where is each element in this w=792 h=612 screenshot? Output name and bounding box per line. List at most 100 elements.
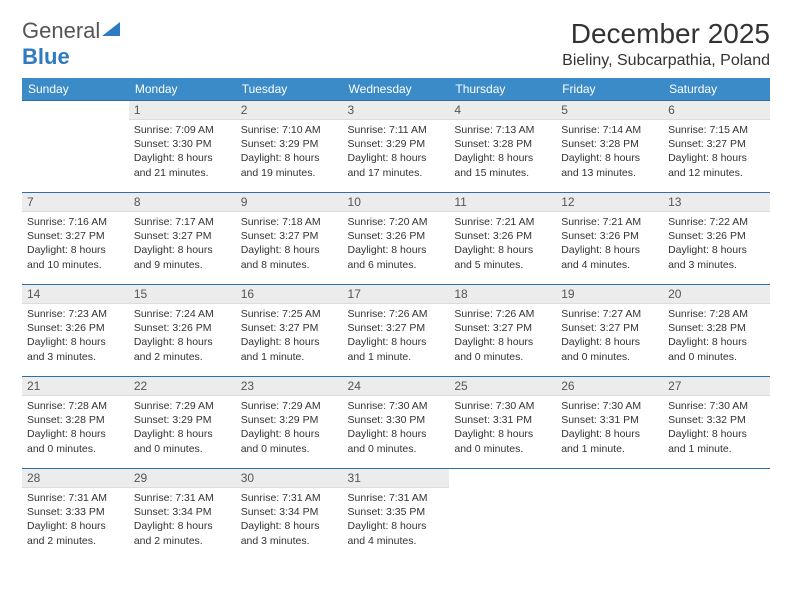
day-number: 2 (236, 101, 343, 120)
calendar-cell: 2Sunrise: 7:10 AMSunset: 3:29 PMDaylight… (236, 101, 343, 193)
logo-sail-icon (102, 18, 124, 43)
sunrise-text: Sunrise: 7:29 AM (134, 399, 231, 413)
calendar-week: 7Sunrise: 7:16 AMSunset: 3:27 PMDaylight… (22, 193, 770, 285)
day-number: 26 (556, 377, 663, 396)
day-body: Sunrise: 7:18 AMSunset: 3:27 PMDaylight:… (236, 212, 343, 276)
day-body: Sunrise: 7:25 AMSunset: 3:27 PMDaylight:… (236, 304, 343, 368)
daylight-text: and 2 minutes. (27, 534, 124, 548)
day-number: 8 (129, 193, 236, 212)
sunrise-text: Sunrise: 7:29 AM (241, 399, 338, 413)
sunrise-text: Sunrise: 7:28 AM (27, 399, 124, 413)
daylight-text: Daylight: 8 hours (454, 335, 551, 349)
calendar-cell: 13Sunrise: 7:22 AMSunset: 3:26 PMDayligh… (663, 193, 770, 285)
sunset-text: Sunset: 3:27 PM (134, 229, 231, 243)
daylight-text: Daylight: 8 hours (668, 243, 765, 257)
daylight-text: Daylight: 8 hours (561, 335, 658, 349)
calendar-cell: 16Sunrise: 7:25 AMSunset: 3:27 PMDayligh… (236, 285, 343, 377)
day-number: 15 (129, 285, 236, 304)
day-body: Sunrise: 7:30 AMSunset: 3:31 PMDaylight:… (449, 396, 556, 460)
logo-general: General (22, 18, 100, 43)
day-number: 14 (22, 285, 129, 304)
calendar-cell: 21Sunrise: 7:28 AMSunset: 3:28 PMDayligh… (22, 377, 129, 469)
sunset-text: Sunset: 3:27 PM (241, 321, 338, 335)
daylight-text: Daylight: 8 hours (134, 151, 231, 165)
daylight-text: Daylight: 8 hours (668, 335, 765, 349)
calendar-cell: 22Sunrise: 7:29 AMSunset: 3:29 PMDayligh… (129, 377, 236, 469)
daylight-text: and 15 minutes. (454, 166, 551, 180)
sunrise-text: Sunrise: 7:22 AM (668, 215, 765, 229)
sunset-text: Sunset: 3:29 PM (134, 413, 231, 427)
day-number: 11 (449, 193, 556, 212)
daylight-text: Daylight: 8 hours (454, 243, 551, 257)
daylight-text: and 0 minutes. (454, 442, 551, 456)
sunrise-text: Sunrise: 7:31 AM (241, 491, 338, 505)
calendar-cell: 14Sunrise: 7:23 AMSunset: 3:26 PMDayligh… (22, 285, 129, 377)
weekday-row: SundayMondayTuesdayWednesdayThursdayFrid… (22, 78, 770, 101)
day-number: 3 (343, 101, 450, 120)
calendar-week: 21Sunrise: 7:28 AMSunset: 3:28 PMDayligh… (22, 377, 770, 469)
calendar-head: SundayMondayTuesdayWednesdayThursdayFrid… (22, 78, 770, 101)
sunset-text: Sunset: 3:27 PM (27, 229, 124, 243)
daylight-text: and 3 minutes. (668, 258, 765, 272)
sunrise-text: Sunrise: 7:10 AM (241, 123, 338, 137)
daylight-text: Daylight: 8 hours (241, 335, 338, 349)
weekday-header: Monday (129, 78, 236, 101)
daylight-text: Daylight: 8 hours (134, 243, 231, 257)
sunrise-text: Sunrise: 7:18 AM (241, 215, 338, 229)
daylight-text: and 0 minutes. (27, 442, 124, 456)
day-number: 23 (236, 377, 343, 396)
sunset-text: Sunset: 3:26 PM (454, 229, 551, 243)
daylight-text: Daylight: 8 hours (27, 427, 124, 441)
day-body: Sunrise: 7:28 AMSunset: 3:28 PMDaylight:… (663, 304, 770, 368)
calendar-cell (556, 469, 663, 561)
day-number: 21 (22, 377, 129, 396)
day-number: 20 (663, 285, 770, 304)
daylight-text: and 2 minutes. (134, 350, 231, 364)
sunrise-text: Sunrise: 7:30 AM (561, 399, 658, 413)
day-body: Sunrise: 7:30 AMSunset: 3:30 PMDaylight:… (343, 396, 450, 460)
sunset-text: Sunset: 3:30 PM (348, 413, 445, 427)
daylight-text: and 0 minutes. (134, 442, 231, 456)
sunrise-text: Sunrise: 7:23 AM (27, 307, 124, 321)
day-number: 19 (556, 285, 663, 304)
weekday-header: Tuesday (236, 78, 343, 101)
daylight-text: and 5 minutes. (454, 258, 551, 272)
daylight-text: and 0 minutes. (561, 350, 658, 364)
daylight-text: and 19 minutes. (241, 166, 338, 180)
weekday-header: Thursday (449, 78, 556, 101)
day-number: 31 (343, 469, 450, 488)
day-body: Sunrise: 7:21 AMSunset: 3:26 PMDaylight:… (556, 212, 663, 276)
daylight-text: Daylight: 8 hours (134, 335, 231, 349)
day-body: Sunrise: 7:28 AMSunset: 3:28 PMDaylight:… (22, 396, 129, 460)
daylight-text: Daylight: 8 hours (561, 243, 658, 257)
weekday-header: Sunday (22, 78, 129, 101)
day-number: 7 (22, 193, 129, 212)
sunset-text: Sunset: 3:31 PM (454, 413, 551, 427)
sunrise-text: Sunrise: 7:15 AM (668, 123, 765, 137)
daylight-text: and 9 minutes. (134, 258, 231, 272)
daylight-text: Daylight: 8 hours (668, 151, 765, 165)
sunset-text: Sunset: 3:30 PM (134, 137, 231, 151)
daylight-text: and 1 minute. (668, 442, 765, 456)
weekday-header: Friday (556, 78, 663, 101)
daylight-text: and 3 minutes. (27, 350, 124, 364)
day-body: Sunrise: 7:31 AMSunset: 3:34 PMDaylight:… (129, 488, 236, 552)
calendar-cell: 7Sunrise: 7:16 AMSunset: 3:27 PMDaylight… (22, 193, 129, 285)
daylight-text: and 0 minutes. (348, 442, 445, 456)
day-number: 13 (663, 193, 770, 212)
sunset-text: Sunset: 3:27 PM (454, 321, 551, 335)
day-body: Sunrise: 7:24 AMSunset: 3:26 PMDaylight:… (129, 304, 236, 368)
sunrise-text: Sunrise: 7:31 AM (134, 491, 231, 505)
sunrise-text: Sunrise: 7:31 AM (27, 491, 124, 505)
sunset-text: Sunset: 3:26 PM (27, 321, 124, 335)
day-body: Sunrise: 7:20 AMSunset: 3:26 PMDaylight:… (343, 212, 450, 276)
day-body: Sunrise: 7:26 AMSunset: 3:27 PMDaylight:… (343, 304, 450, 368)
daylight-text: and 0 minutes. (241, 442, 338, 456)
calendar-cell: 10Sunrise: 7:20 AMSunset: 3:26 PMDayligh… (343, 193, 450, 285)
calendar-cell: 17Sunrise: 7:26 AMSunset: 3:27 PMDayligh… (343, 285, 450, 377)
day-body: Sunrise: 7:14 AMSunset: 3:28 PMDaylight:… (556, 120, 663, 184)
sunset-text: Sunset: 3:28 PM (454, 137, 551, 151)
calendar-cell (449, 469, 556, 561)
day-number: 16 (236, 285, 343, 304)
sunset-text: Sunset: 3:26 PM (134, 321, 231, 335)
